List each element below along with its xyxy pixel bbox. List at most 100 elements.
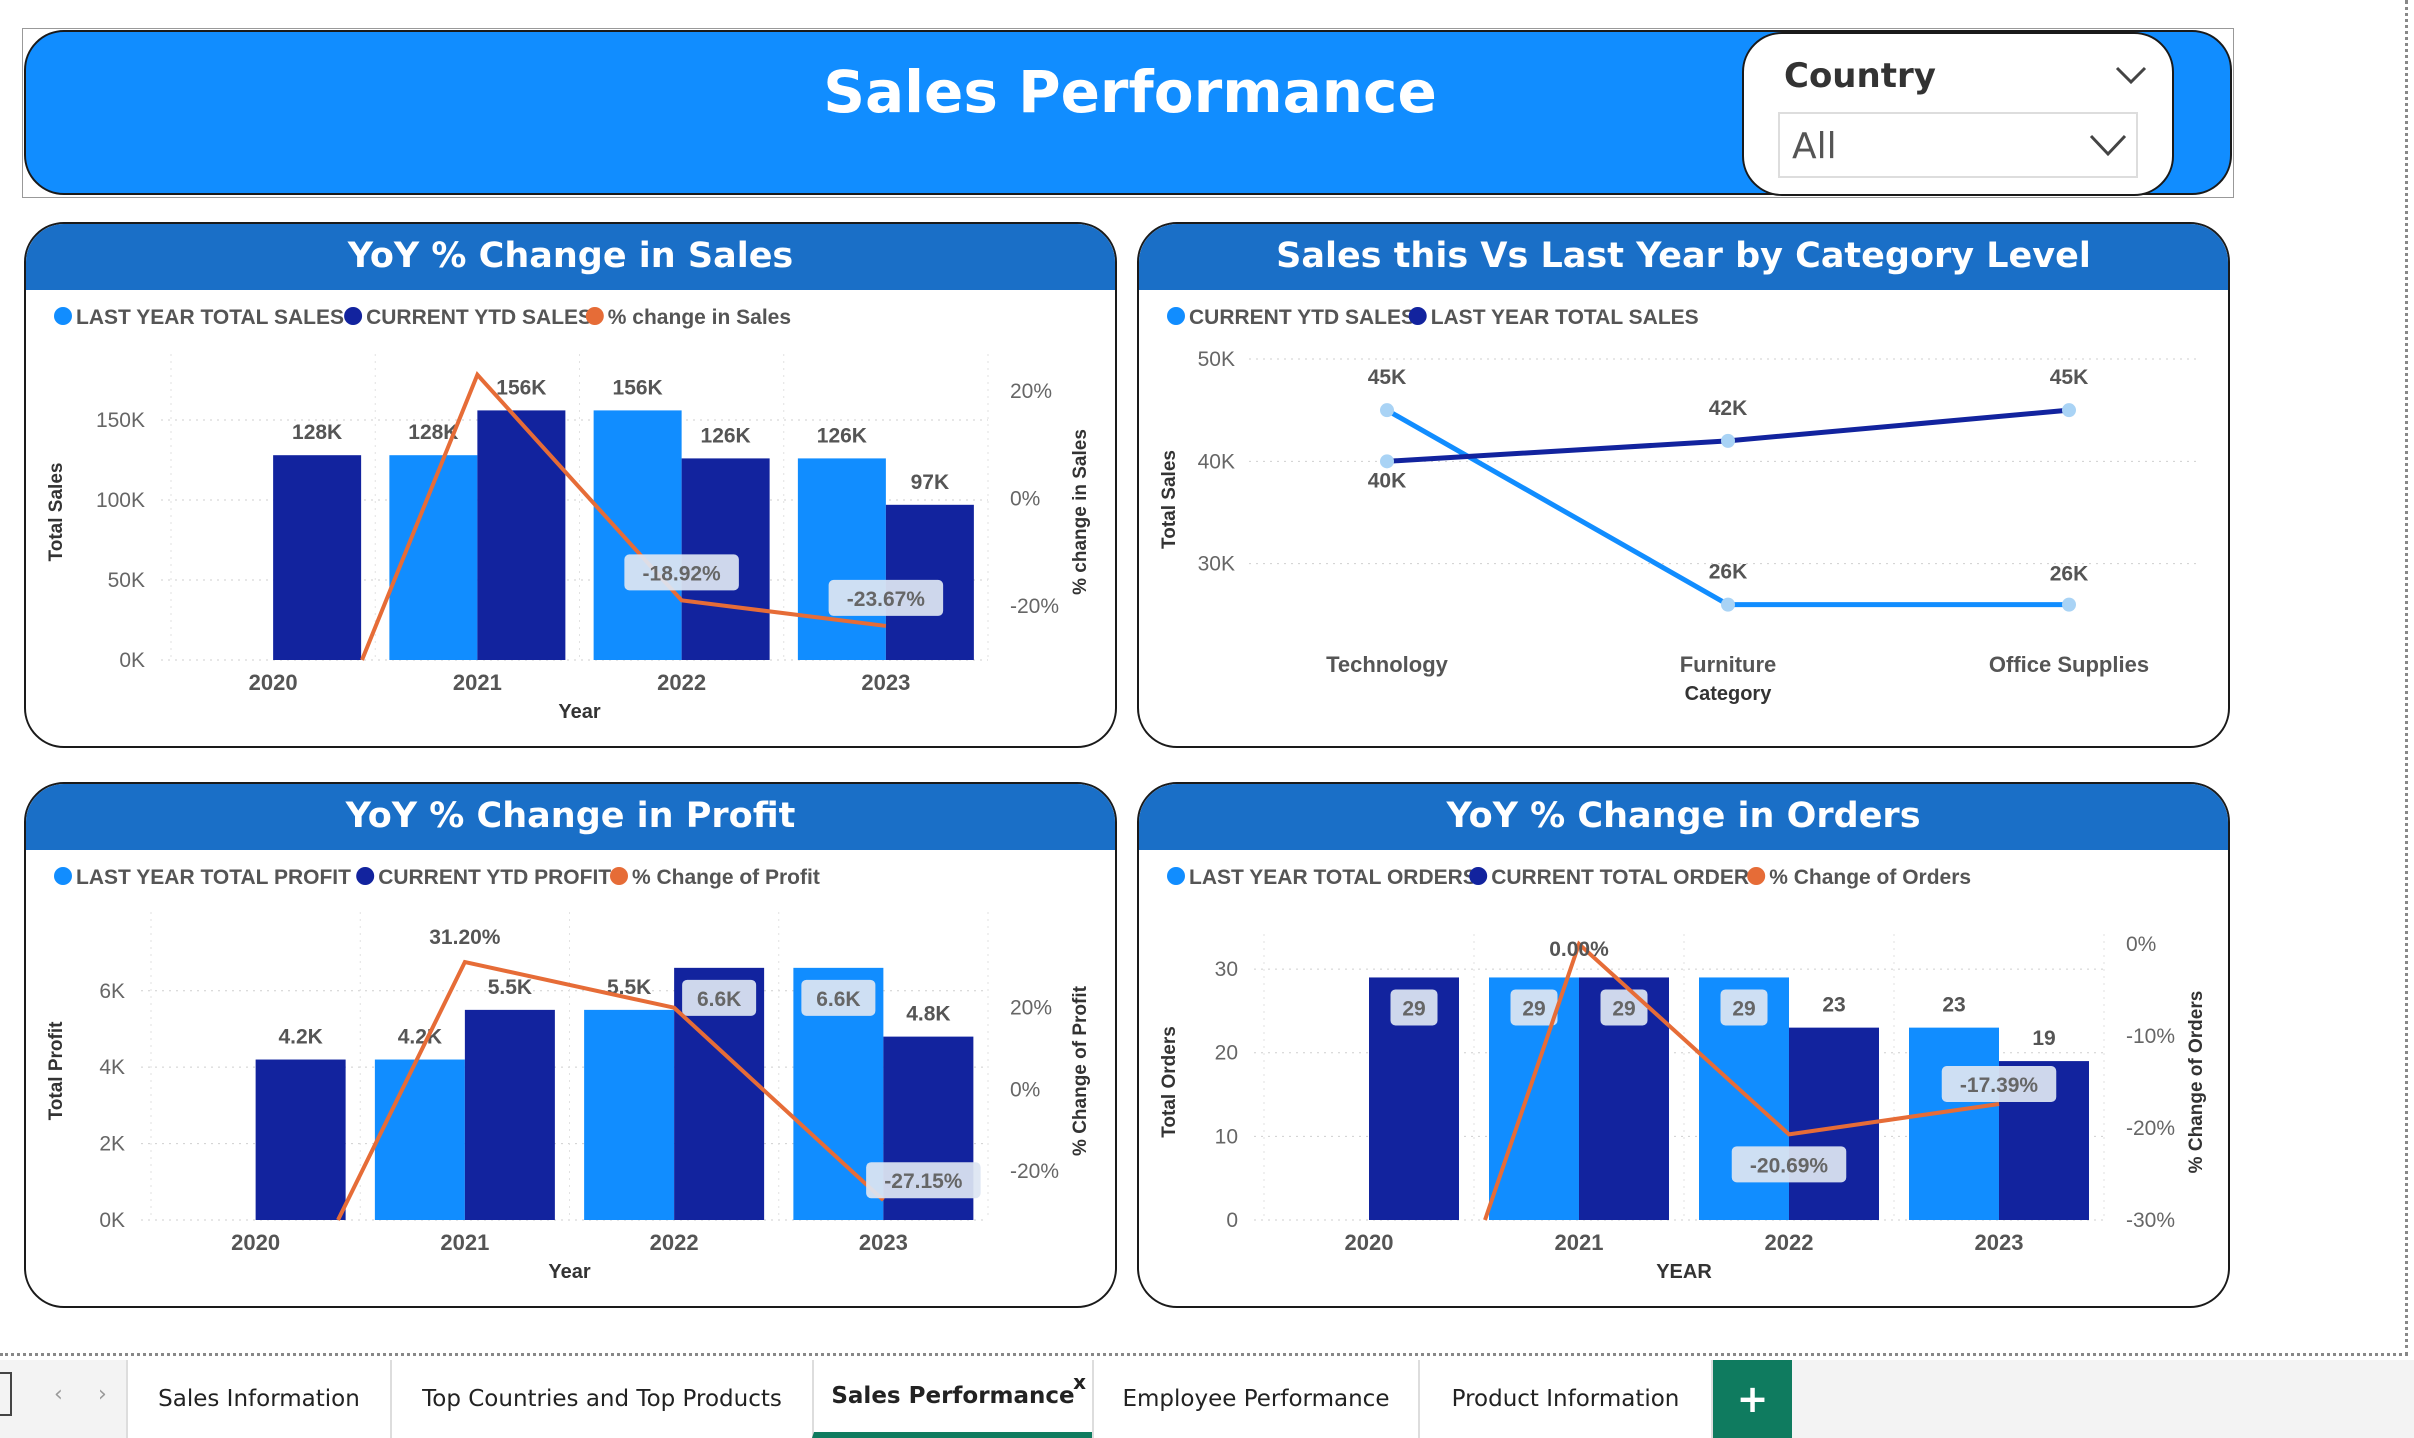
x-tick-label: 2020 (1345, 1230, 1394, 1255)
line-series (360, 371, 887, 661)
line-data-label-bg (828, 579, 944, 616)
card-sales: YoY % Change in Sales LAST YEAR TOTAL SA… (24, 222, 1117, 748)
line-point (1380, 454, 1394, 469)
y-axis-title: Total Sales (1159, 450, 1180, 549)
bar (374, 1059, 465, 1220)
y-tick-label: 150K (96, 409, 145, 432)
data-label: 4.2K (398, 1026, 442, 1049)
bar (584, 1009, 675, 1220)
data-label: 29 (1522, 997, 1545, 1020)
y2-axis-title: % Change of Profit (1070, 985, 1091, 1156)
y-tick-label: 2K (99, 1133, 125, 1156)
data-label: 23 (1822, 994, 1845, 1017)
bar (797, 458, 886, 660)
line-data-label: -20.69% (1750, 1154, 1829, 1177)
page-view-icon[interactable] (0, 1372, 12, 1416)
line-series (336, 959, 885, 1221)
tab-top-countries[interactable]: Top Countries and Top Products (390, 1360, 812, 1438)
data-label: 45K (1368, 366, 1407, 389)
data-label: 126K (701, 424, 751, 447)
legend-label: CURRENT YTD SALES (366, 306, 592, 329)
legend-marker (54, 307, 72, 325)
card-header (26, 224, 1115, 290)
card-header (1139, 784, 2228, 850)
x-tick-label: 2021 (440, 1230, 489, 1255)
orders-combo-chart[interactable]: LAST YEAR TOTAL ORDERS CURRENT TOTAL ORDE… (1139, 784, 2230, 1308)
profit-combo-chart[interactable]: LAST YEAR TOTAL PROFIT CURRENT YTD PROFIT… (26, 784, 1117, 1308)
data-label-bg (1720, 989, 1768, 1026)
tab-sales-performance[interactable]: Sales Performance x (812, 1360, 1092, 1438)
data-label: 45K (2050, 366, 2089, 389)
card-title: YoY % Change in Sales (347, 236, 794, 276)
tab-employee-performance[interactable]: Employee Performance (1092, 1360, 1418, 1438)
x-axis-title: YEAR (1656, 1261, 1712, 1283)
x-axis-title: Year (548, 1261, 590, 1283)
data-label: 126K (817, 424, 867, 447)
legend-label: % change in Sales (608, 306, 791, 329)
bar (477, 410, 566, 660)
data-label: 5.5K (607, 976, 651, 999)
line-data-label: 0.00% (1549, 938, 1609, 961)
data-label-bg (682, 979, 757, 1016)
x-tick-label: 2022 (1765, 1230, 1814, 1255)
card-header (26, 784, 1115, 850)
legend-marker (1408, 307, 1427, 325)
line-point (1721, 597, 1735, 612)
legend-label: % Change of Profit (632, 866, 820, 889)
collapse-chevron-icon[interactable] (2114, 64, 2148, 86)
data-label: 156K (496, 376, 546, 399)
y2-tick-label: 0% (2126, 933, 2156, 956)
x-tick-label: 2020 (231, 1230, 280, 1255)
y2-tick-label: -30% (2126, 1209, 2175, 1232)
header-frame (22, 28, 2234, 198)
x-tick-label: Furniture (1680, 652, 1777, 677)
y2-axis-title: % change in Sales (1070, 429, 1091, 595)
tab-product-information[interactable]: Product Information (1418, 1360, 1713, 1438)
y2-tick-label: -20% (2126, 1117, 2175, 1140)
data-label: 29 (1732, 997, 1755, 1020)
x-tick-label: 2023 (861, 670, 910, 695)
line-data-label: -27.15% (884, 1170, 963, 1193)
x-tick-label: 2023 (859, 1230, 908, 1255)
line-point (1721, 433, 1735, 448)
tab-label: Sales Performance (831, 1383, 1075, 1409)
add-page-button[interactable]: + (1713, 1360, 1792, 1438)
card-orders: YoY % Change in Orders LAST YEAR TOTAL O… (1137, 782, 2230, 1308)
data-label: 97K (911, 471, 950, 494)
line-data-label: -23.67% (847, 588, 926, 611)
sales-combo-chart[interactable]: LAST YEAR TOTAL SALES CURRENT YTD SALES % … (26, 224, 1117, 748)
y-axis-title: Total Sales (46, 463, 67, 562)
category-line-chart[interactable]: CURRENT YTD SALES LAST YEAR TOTAL SALES 30… (1139, 224, 2230, 748)
line-series (1483, 940, 2000, 1221)
data-label: 19 (2032, 1027, 2055, 1050)
x-axis-title: Year (558, 701, 600, 723)
country-dropdown[interactable]: All (1778, 112, 2138, 178)
legend-label: CURRENT YTD SALES (1189, 306, 1415, 329)
bar (1909, 1027, 1999, 1220)
tab-sales-information[interactable]: Sales Information (126, 1360, 390, 1438)
tab-label: Sales Information (158, 1386, 360, 1412)
data-label-bg (1600, 989, 1648, 1026)
report-canvas (0, 0, 2408, 1356)
prev-page-icon[interactable]: ‹ (54, 1382, 63, 1407)
bar (255, 1059, 346, 1220)
bar (273, 455, 362, 660)
y-tick-label: 0 (1226, 1209, 1238, 1232)
close-icon[interactable]: x (1073, 1370, 1086, 1394)
y-tick-label: 50K (108, 569, 145, 592)
legend-marker (610, 867, 628, 885)
data-label: 4.8K (906, 1003, 950, 1026)
card-title: Sales this Vs Last Year by Category Leve… (1276, 236, 2091, 276)
y-tick-label: 6K (99, 980, 125, 1003)
y-tick-label: 40K (1198, 450, 1235, 473)
data-label: 156K (613, 376, 663, 399)
y2-tick-label: -10% (2126, 1025, 2175, 1048)
line-data-label-bg (624, 554, 739, 591)
page-title: Sales Performance (823, 58, 1437, 126)
line-data-label-bg (1731, 1146, 1847, 1183)
country-slicer[interactable]: Country All (1742, 32, 2174, 196)
legend-label: LAST YEAR TOTAL ORDERS (1189, 866, 1477, 889)
y2-axis-title: % Change of Orders (2186, 991, 2207, 1174)
chevron-down-icon[interactable] (2088, 132, 2128, 158)
next-page-icon[interactable]: › (98, 1382, 107, 1407)
